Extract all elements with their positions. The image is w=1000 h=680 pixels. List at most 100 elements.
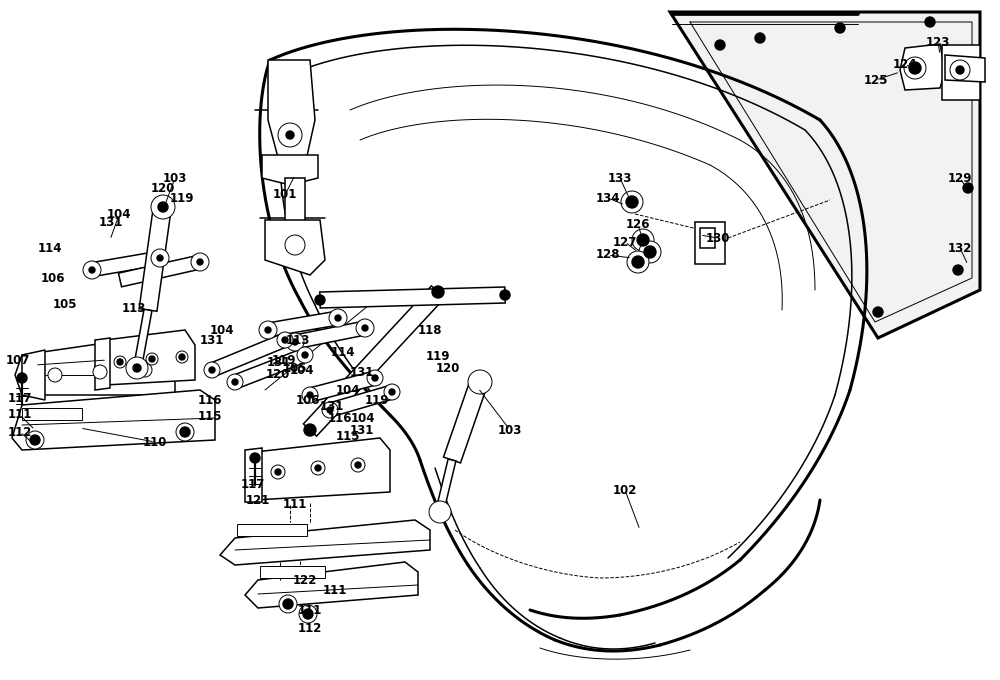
Text: 105: 105	[53, 299, 77, 311]
Circle shape	[639, 236, 647, 244]
Circle shape	[300, 350, 310, 360]
Polygon shape	[95, 330, 195, 385]
Text: 122: 122	[293, 573, 317, 586]
Polygon shape	[262, 155, 318, 185]
Circle shape	[133, 364, 141, 372]
Circle shape	[305, 390, 315, 400]
Circle shape	[329, 309, 347, 327]
Text: 110: 110	[143, 435, 167, 449]
Text: 111: 111	[323, 583, 347, 596]
Polygon shape	[294, 321, 366, 349]
Circle shape	[644, 246, 656, 258]
Circle shape	[322, 402, 338, 418]
Circle shape	[429, 501, 451, 523]
Circle shape	[500, 290, 510, 300]
Circle shape	[155, 253, 165, 263]
Circle shape	[204, 362, 220, 378]
Circle shape	[275, 469, 281, 475]
Circle shape	[263, 325, 273, 335]
Circle shape	[302, 352, 308, 358]
Circle shape	[646, 248, 654, 256]
Circle shape	[286, 333, 304, 351]
Text: 112: 112	[8, 426, 32, 439]
Text: 103: 103	[498, 424, 522, 437]
Text: 114: 114	[38, 241, 62, 254]
Circle shape	[307, 392, 313, 398]
Circle shape	[953, 265, 963, 275]
Text: 125: 125	[864, 73, 888, 86]
Text: 120: 120	[436, 362, 460, 375]
Circle shape	[303, 609, 313, 619]
Circle shape	[639, 241, 661, 263]
Polygon shape	[209, 333, 288, 377]
Circle shape	[473, 375, 487, 389]
Circle shape	[925, 17, 935, 27]
Circle shape	[370, 373, 380, 383]
Circle shape	[130, 361, 144, 375]
Circle shape	[227, 374, 243, 390]
Circle shape	[637, 234, 649, 246]
Text: 120: 120	[151, 182, 175, 194]
Circle shape	[387, 387, 397, 397]
Text: 127: 127	[613, 235, 637, 248]
Text: 130: 130	[706, 231, 730, 245]
Polygon shape	[245, 448, 262, 502]
Circle shape	[362, 325, 368, 331]
Circle shape	[327, 407, 333, 413]
Text: 107: 107	[6, 354, 30, 367]
Circle shape	[956, 66, 964, 74]
Polygon shape	[945, 55, 985, 82]
Circle shape	[628, 198, 636, 206]
Circle shape	[282, 337, 288, 343]
Text: 116: 116	[328, 411, 352, 424]
Circle shape	[432, 286, 444, 298]
Polygon shape	[308, 371, 377, 402]
Circle shape	[83, 261, 101, 279]
Text: 116: 116	[198, 394, 222, 407]
Circle shape	[232, 379, 238, 385]
Circle shape	[335, 315, 341, 321]
Text: 111: 111	[298, 604, 322, 617]
Polygon shape	[139, 209, 171, 311]
Circle shape	[292, 339, 298, 345]
Text: 105: 105	[283, 362, 307, 375]
Text: 117: 117	[8, 392, 32, 405]
Circle shape	[180, 427, 190, 437]
Circle shape	[117, 359, 123, 365]
Circle shape	[356, 319, 374, 337]
Circle shape	[26, 431, 44, 449]
Polygon shape	[443, 382, 487, 463]
Text: 114: 114	[331, 345, 355, 358]
Polygon shape	[118, 255, 202, 287]
Text: 115: 115	[198, 409, 222, 422]
Text: 103: 103	[163, 171, 187, 184]
Circle shape	[311, 461, 325, 475]
Circle shape	[305, 611, 311, 617]
Text: 104: 104	[290, 364, 314, 377]
Circle shape	[271, 465, 285, 479]
Circle shape	[325, 405, 335, 415]
Circle shape	[259, 321, 277, 339]
Circle shape	[48, 368, 62, 382]
Circle shape	[911, 64, 919, 72]
Text: 104: 104	[210, 324, 234, 337]
Text: 112: 112	[298, 622, 322, 634]
Text: 129: 129	[948, 171, 972, 184]
Circle shape	[835, 23, 845, 33]
Text: 119: 119	[170, 192, 194, 205]
Circle shape	[632, 256, 644, 268]
Circle shape	[87, 265, 97, 275]
Text: 119: 119	[272, 354, 296, 367]
Polygon shape	[303, 286, 445, 436]
Circle shape	[30, 435, 40, 445]
Polygon shape	[285, 178, 305, 250]
Circle shape	[93, 365, 107, 379]
Circle shape	[182, 429, 188, 435]
Bar	[695, 222, 725, 264]
Circle shape	[138, 363, 152, 377]
Polygon shape	[232, 348, 308, 388]
Text: 131: 131	[99, 216, 123, 228]
Text: 128: 128	[596, 248, 620, 262]
Text: 113: 113	[286, 333, 310, 347]
Circle shape	[280, 335, 290, 345]
